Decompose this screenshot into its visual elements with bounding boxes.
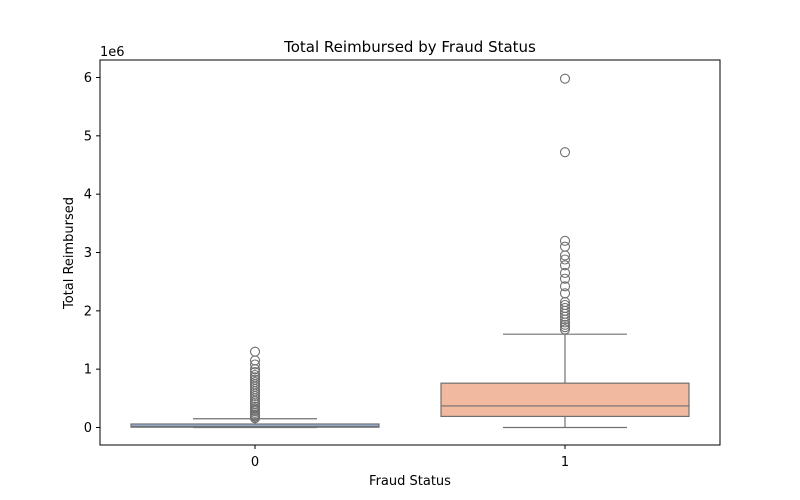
outlier-point [249,369,261,381]
outlier-point [559,299,571,311]
outlier-point [559,324,571,335]
y-tick-label: 3 [84,246,92,261]
x-tick-label: 1 [561,455,569,470]
chart-title: Total Reimbursed by Fraud Status [283,38,536,56]
outlier-point [559,73,571,84]
plot-frame [99,59,721,446]
outlier-point [559,302,571,313]
outlier-point [249,401,261,412]
box-1 [440,382,690,418]
plot-area: 0 1 2 3 4 5 6 0 1 [84,71,690,470]
outlier-point [559,235,571,246]
outlier-point [559,267,571,278]
y-tick-label: 6 [84,71,92,86]
y-tick-label: 4 [84,188,92,203]
outlier-point [559,322,571,333]
y-tick-label: 5 [84,129,92,144]
y-offset-label: 1e6 [100,45,125,60]
x-axis-label: Fraud Status [369,474,451,489]
box-0 [130,423,380,428]
y-tick-label: 2 [84,304,92,319]
x-tick-label: 0 [251,455,259,470]
y-tick-label: 1 [84,363,92,378]
outlier-point [559,281,571,292]
outlier-point [249,372,261,383]
outlier-point [559,254,571,265]
outlier-point [249,359,261,370]
outlier-point [559,273,571,284]
outlier-point [249,346,261,357]
outlier-point [559,241,571,252]
y-tick-label: 0 [84,421,92,436]
outlier-point [249,376,261,388]
outlier-point [559,147,571,158]
outlier-point [559,260,571,271]
outlier-point [249,367,261,378]
outlier-point [559,288,571,299]
outlier-point [559,319,571,330]
y-axis-label: Total Reimbursed [62,197,77,310]
outlier-point [249,374,261,385]
